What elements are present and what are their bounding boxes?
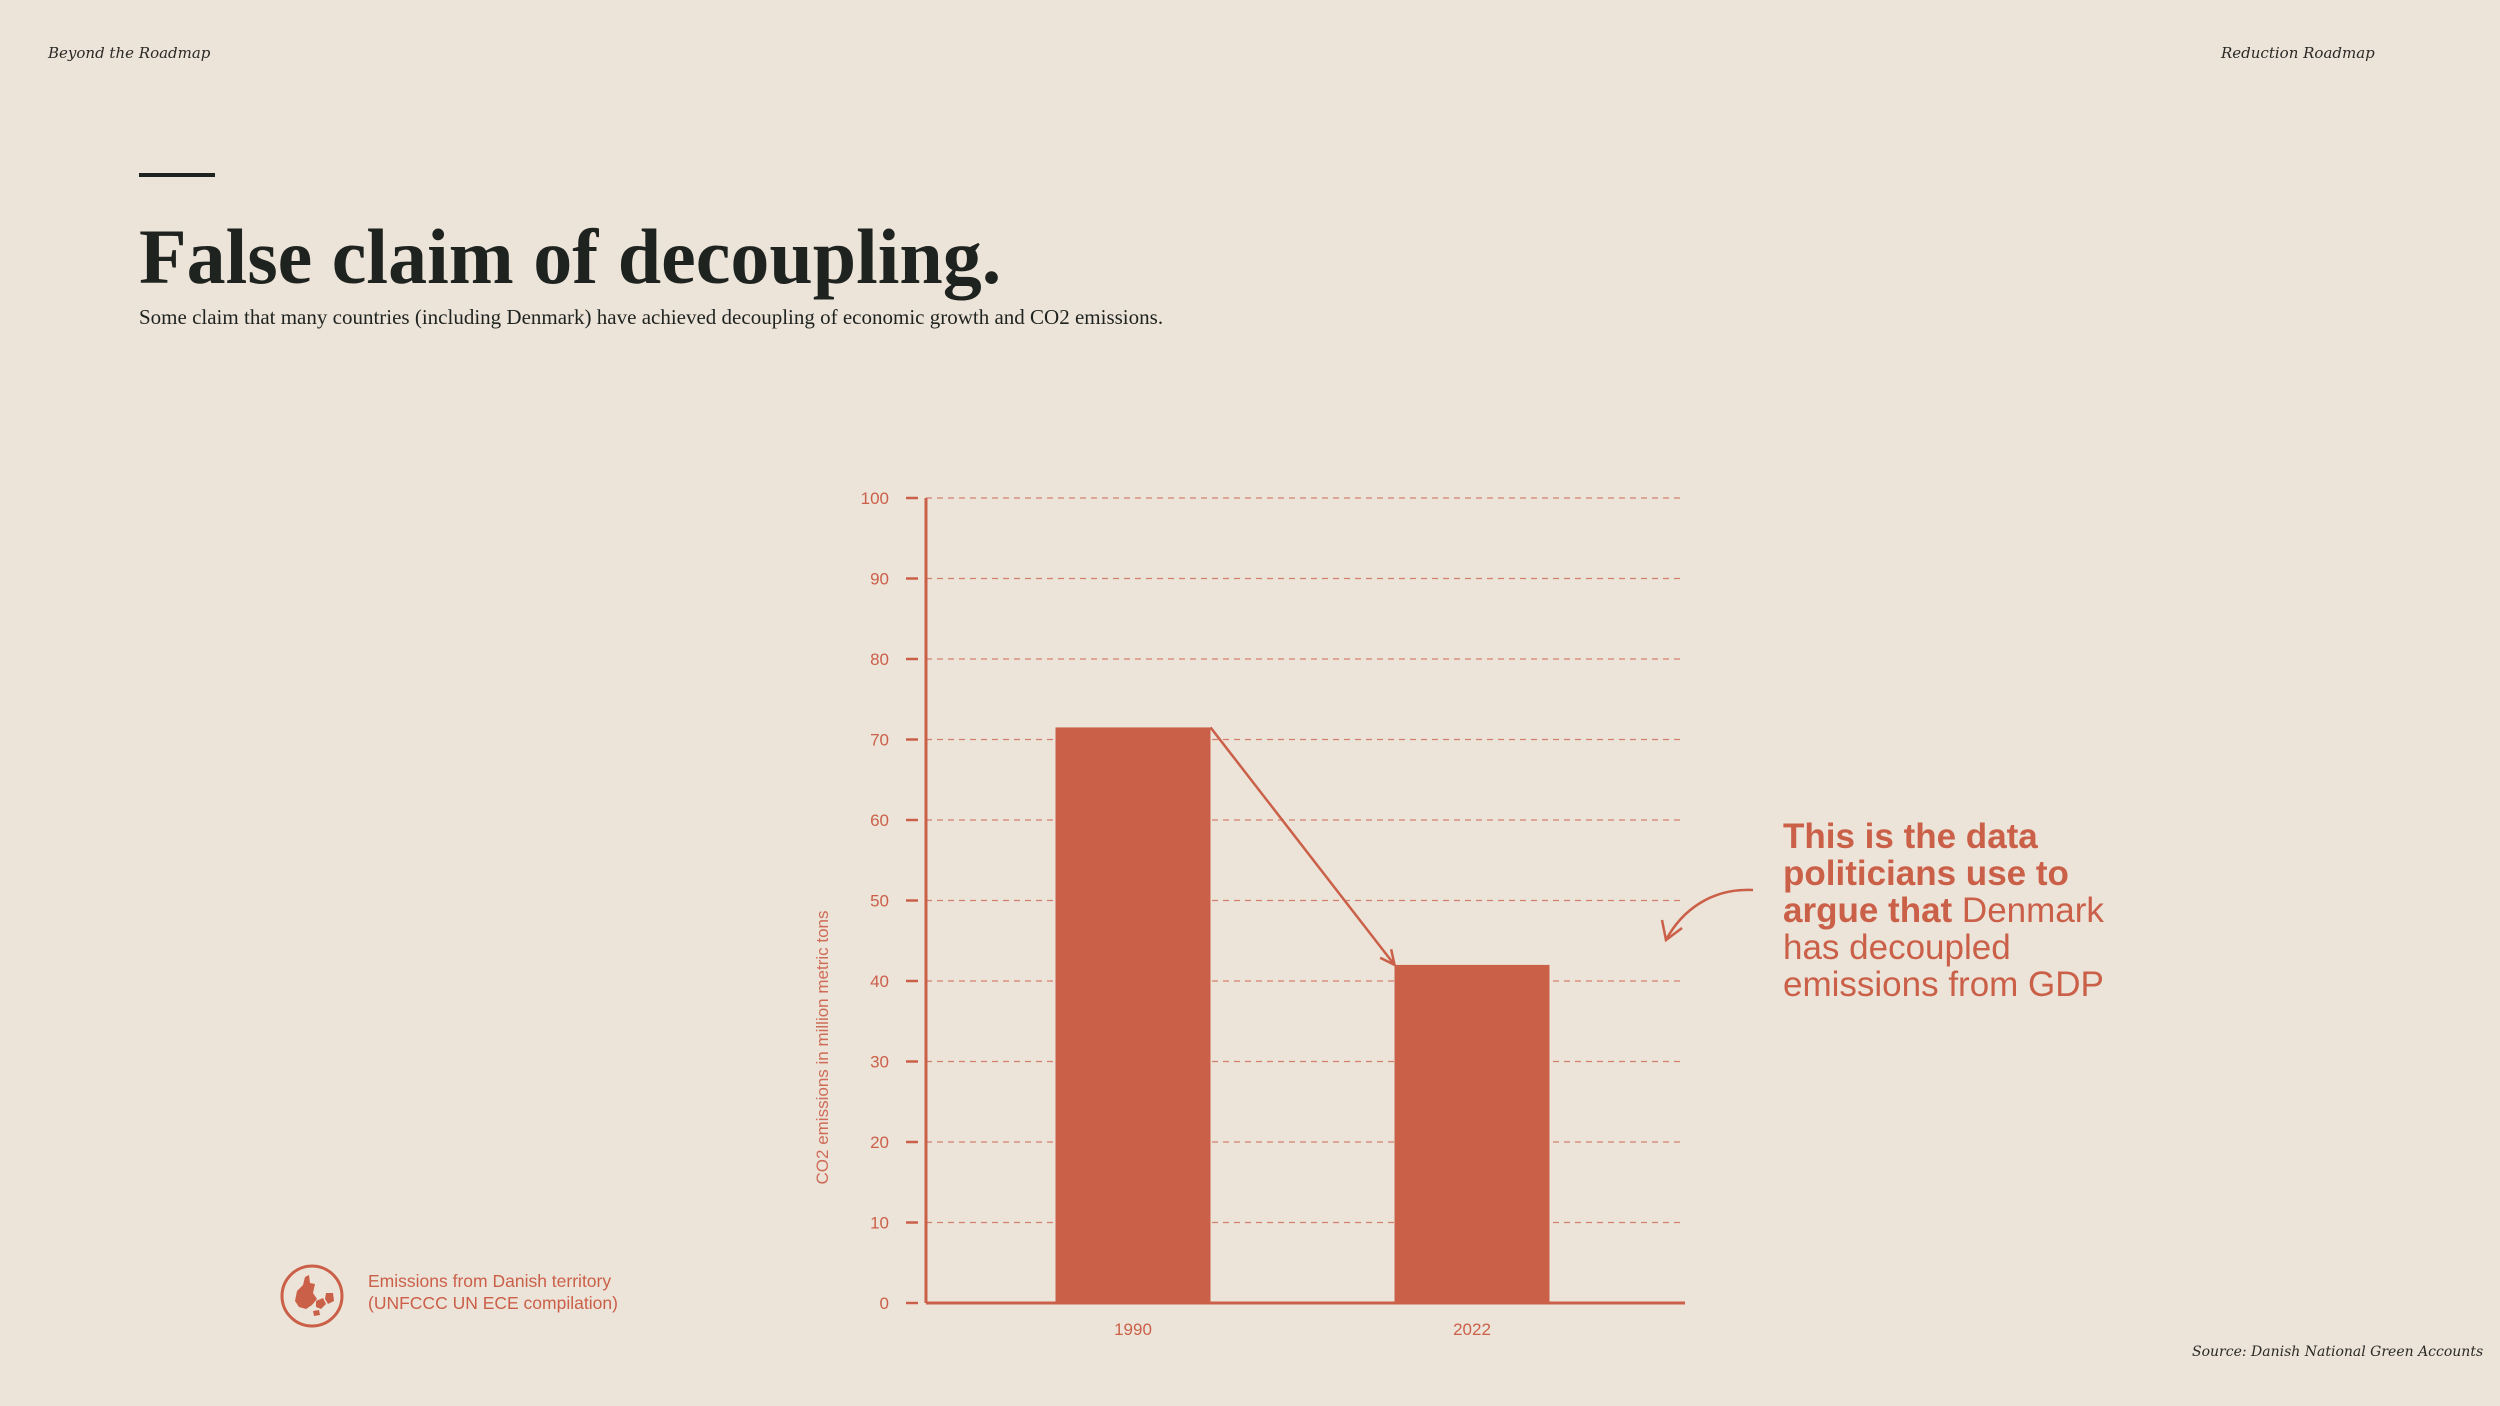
y-tick-label: 70 xyxy=(870,731,889,750)
chart-bars xyxy=(1055,727,1550,1303)
denmark-map-icon xyxy=(280,1264,344,1328)
y-axis-label: CO2 emissions in million metric tons xyxy=(813,911,832,1185)
y-tick-label: 20 xyxy=(870,1133,889,1152)
y-tick-label: 50 xyxy=(870,892,889,911)
x-axis-labels: 1990 2022 xyxy=(1114,1320,1491,1339)
y-tick-label: 0 xyxy=(880,1294,889,1313)
callout-bold: This is the data politicians use to argu… xyxy=(1783,817,2069,930)
bar-2022 xyxy=(1394,964,1550,1303)
y-tick-label: 10 xyxy=(870,1214,889,1233)
title-rule xyxy=(139,173,215,177)
y-tick-label: 80 xyxy=(870,650,889,669)
trend-arrowhead xyxy=(1379,948,1397,968)
header-right-title: Reduction Roadmap xyxy=(2221,44,2375,62)
x-tick-label: 1990 xyxy=(1114,1320,1152,1339)
y-tick-label: 100 xyxy=(861,489,889,508)
y-tick-label: 90 xyxy=(870,570,889,589)
trend-line xyxy=(1209,726,1396,966)
trend-arrow xyxy=(1209,726,1397,968)
page-title: False claim of decoupling. xyxy=(139,213,1002,300)
header-left-title: Beyond the Roadmap xyxy=(48,44,211,62)
y-tick-label: 60 xyxy=(870,811,889,830)
y-axis-ticks: 0 10 20 30 40 50 60 70 80 90 100 xyxy=(861,489,918,1313)
y-tick-label: 30 xyxy=(870,1053,889,1072)
legend-line-2: (UNFCCC UN ECE compilation) xyxy=(368,1293,618,1313)
callout-regular: Denmark has decoupled emissions from GDP xyxy=(1783,891,2104,1004)
callout-text: This is the data politicians use to argu… xyxy=(1783,818,2163,1003)
source-note: Source: Danish National Green Accounts xyxy=(2192,1344,2484,1360)
callout-arrow-head xyxy=(1660,919,1683,943)
y-tick-label: 40 xyxy=(870,972,889,991)
callout-arrow-icon xyxy=(1664,888,1754,941)
page-subtitle: Some claim that many countries (includin… xyxy=(139,305,1164,329)
bar-1990 xyxy=(1055,727,1211,1303)
chart-grid xyxy=(926,497,1685,1224)
legend-line-1: Emissions from Danish territory xyxy=(368,1271,612,1291)
x-tick-label: 2022 xyxy=(1453,1320,1491,1339)
legend-text: Emissions from Danish territory (UNFCCC … xyxy=(368,1270,618,1314)
